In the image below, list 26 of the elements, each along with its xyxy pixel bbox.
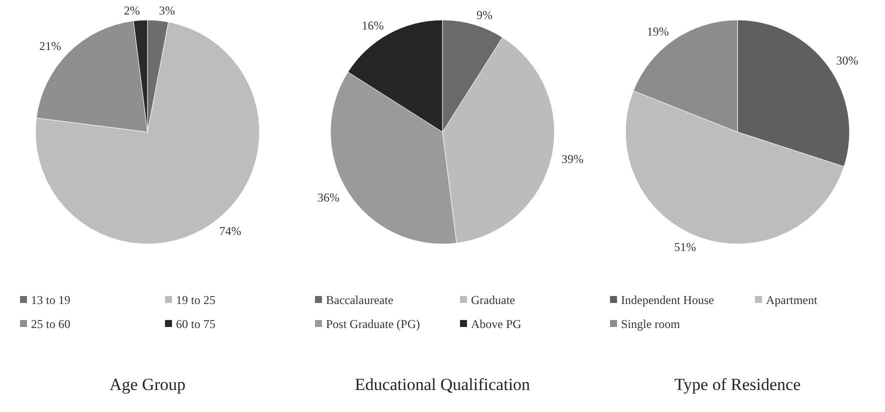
legend-label: Above PG: [471, 317, 522, 332]
data-label: 36%: [317, 190, 340, 205]
legend-label: Post Graduate (PG): [326, 317, 420, 332]
text: Age Group: [109, 375, 186, 394]
data-label: 19%: [646, 24, 669, 38]
legend-label: 13 to 19: [31, 293, 70, 308]
data-label: 2%: [124, 3, 140, 18]
legend-label: Independent House: [621, 293, 714, 308]
legend-label: Apartment: [766, 293, 818, 308]
text: Educational Qualification: [354, 375, 531, 394]
data-label: 51%: [674, 240, 696, 254]
data-label: 9%: [476, 8, 493, 22]
data-label: 74%: [219, 224, 242, 238]
legend-label: Single room: [621, 317, 681, 332]
legend-label: Baccalaureate: [326, 293, 394, 308]
legend-label: Graduate: [471, 293, 515, 308]
data-label: 30%: [836, 53, 858, 68]
data-label: 21%: [39, 38, 62, 53]
legend-label: 25 to 60: [31, 317, 70, 332]
legend-label: 19 to 25: [176, 293, 216, 308]
legend-label: 60 to 75: [176, 317, 216, 332]
data-label: 39%: [562, 152, 584, 166]
pie-slice: [35, 22, 260, 244]
data-label: 16%: [362, 18, 384, 32]
text: Type of Residence: [674, 375, 801, 394]
data-label: 3%: [158, 4, 175, 18]
